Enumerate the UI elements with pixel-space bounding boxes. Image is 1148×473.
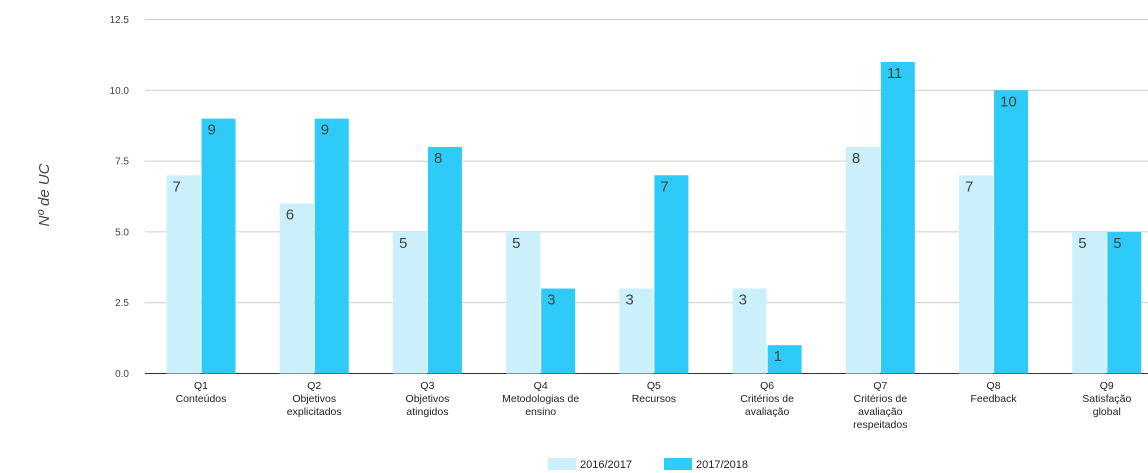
category-label: Q2 bbox=[307, 380, 321, 392]
category-label: Critérios de bbox=[853, 393, 907, 405]
bars bbox=[166, 61, 1142, 374]
category-label: Q5 bbox=[647, 380, 661, 392]
legend-swatch bbox=[548, 458, 576, 470]
data-label: 8 bbox=[434, 150, 442, 167]
bar bbox=[314, 118, 349, 374]
bar bbox=[166, 175, 201, 374]
category-label: Q4 bbox=[534, 380, 548, 392]
data-label: 11 bbox=[887, 65, 903, 82]
data-label: 3 bbox=[625, 292, 633, 309]
bar bbox=[767, 345, 802, 374]
bar bbox=[541, 288, 576, 374]
bar bbox=[619, 288, 654, 374]
data-label: 5 bbox=[1113, 235, 1121, 252]
legend-label: 2016/2017 bbox=[580, 459, 632, 471]
category-label: Metodologias de bbox=[502, 393, 579, 405]
bar bbox=[1107, 231, 1142, 374]
category-label: avaliação bbox=[745, 406, 790, 418]
category-label: Conteúdos bbox=[176, 393, 227, 405]
category-label: atingidos bbox=[406, 406, 448, 418]
bar bbox=[427, 146, 462, 374]
legend: 2016/2017 2017/2018 bbox=[548, 458, 748, 471]
bar bbox=[392, 231, 427, 374]
y-tick-label: 12.5 bbox=[110, 15, 130, 26]
category-label: Objetivos bbox=[292, 393, 336, 405]
data-label: 7 bbox=[965, 178, 973, 195]
y-tick-label: 7.5 bbox=[115, 157, 129, 168]
bar bbox=[994, 90, 1029, 374]
category-label: Q7 bbox=[873, 380, 887, 392]
data-label: 8 bbox=[852, 150, 860, 167]
data-label: 3 bbox=[739, 292, 747, 309]
y-tick-label: 10.0 bbox=[110, 86, 130, 97]
data-labels: 7 9 6 9 5 8 5 3 3 7 3 1 8 11 7 10 5 5 bbox=[173, 65, 1122, 365]
data-label: 1 bbox=[774, 348, 782, 365]
category-label: Satisfação bbox=[1082, 393, 1131, 405]
category-label: Recursos bbox=[632, 393, 676, 405]
category-label: ensino bbox=[525, 406, 556, 418]
y-tick-label: 0.0 bbox=[115, 369, 129, 380]
category-label: Q9 bbox=[1100, 380, 1114, 392]
data-label: 9 bbox=[208, 122, 216, 139]
category-label: Q6 bbox=[760, 380, 774, 392]
category-label: avaliação bbox=[858, 406, 903, 418]
data-label: 5 bbox=[399, 235, 407, 252]
bar bbox=[732, 288, 767, 374]
y-tick-label: 5.0 bbox=[115, 227, 129, 238]
bar bbox=[880, 61, 915, 374]
category-label: Q8 bbox=[987, 380, 1001, 392]
category-label: global bbox=[1093, 406, 1121, 418]
category-label: Feedback bbox=[970, 393, 1017, 405]
data-label: 10 bbox=[1000, 93, 1017, 110]
category-label: respeitados bbox=[853, 419, 907, 431]
data-label: 5 bbox=[1078, 235, 1086, 252]
y-axis-title: Nº de UC bbox=[36, 163, 53, 226]
bar bbox=[845, 146, 880, 374]
data-label: 9 bbox=[321, 122, 329, 139]
bar bbox=[654, 175, 689, 374]
y-tick-label: 2.5 bbox=[115, 298, 129, 309]
data-label: 6 bbox=[286, 207, 294, 224]
data-label: 5 bbox=[512, 235, 520, 252]
x-axis-categories: Q1ConteúdosQ2ObjetivosexplicitadosQ3Obje… bbox=[176, 380, 1132, 431]
data-label: 7 bbox=[173, 178, 181, 195]
category-label: Objetivos bbox=[406, 393, 450, 405]
bar bbox=[1072, 231, 1107, 374]
y-axis-ticks: 0.0 2.5 5.0 7.5 10.0 12.5 bbox=[110, 15, 130, 380]
bar bbox=[279, 203, 314, 374]
category-label: Q1 bbox=[194, 380, 208, 392]
data-label: 7 bbox=[660, 178, 668, 195]
category-label: Critérios de bbox=[740, 393, 794, 405]
category-label: explicitados bbox=[287, 406, 342, 418]
legend-label: 2017/2018 bbox=[696, 459, 748, 471]
bar bbox=[506, 231, 541, 374]
bar bbox=[201, 118, 236, 374]
bar bbox=[959, 175, 994, 374]
category-label: Q3 bbox=[420, 380, 434, 392]
data-label: 3 bbox=[547, 292, 555, 309]
legend-swatch bbox=[664, 458, 692, 470]
